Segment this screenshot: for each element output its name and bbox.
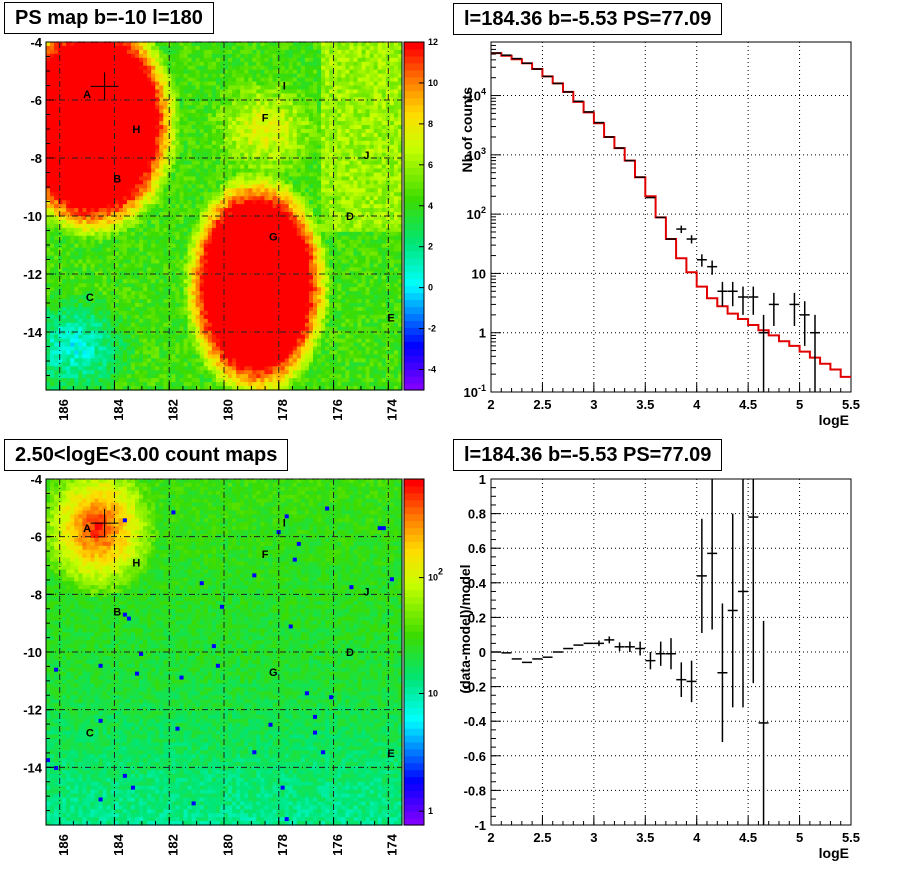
source-marker-e: E bbox=[387, 313, 394, 325]
source-marker-f: F bbox=[262, 112, 269, 124]
y-tick-label: -0.8 bbox=[464, 783, 486, 798]
colorbar-tick-label: 2 bbox=[428, 242, 433, 252]
source-marker-i: I bbox=[283, 517, 286, 529]
y-tick-label: -6 bbox=[30, 530, 42, 545]
x-axis-label: logE bbox=[819, 412, 849, 428]
colorbar-tick-label: 102 bbox=[428, 567, 443, 583]
source-marker-g: G bbox=[269, 667, 278, 679]
x-tick-label: 182 bbox=[166, 399, 181, 421]
colorbar-tick-label: 10 bbox=[428, 78, 438, 88]
source-marker-h: H bbox=[132, 558, 140, 570]
x-tick-label: 3 bbox=[590, 830, 597, 845]
y-axis-label: (data-model)/model bbox=[457, 564, 473, 693]
colorbar-tick-label: 8 bbox=[428, 119, 433, 129]
y-tick-label: 1 bbox=[479, 472, 486, 487]
x-tick-label: 5.5 bbox=[842, 830, 860, 845]
x-tick-label: 176 bbox=[330, 834, 345, 856]
source-marker-j: J bbox=[363, 586, 369, 598]
y-tick-label: -0.4 bbox=[464, 714, 487, 729]
x-tick-label: 4.5 bbox=[739, 397, 757, 412]
source-marker-h: H bbox=[132, 124, 140, 136]
y-tick-label: 0.6 bbox=[468, 541, 486, 556]
x-tick-label: 178 bbox=[275, 834, 290, 856]
x-tick-label: 186 bbox=[56, 399, 71, 421]
source-marker-j: J bbox=[363, 150, 369, 162]
x-tick-label: 182 bbox=[166, 834, 181, 856]
y-tick-label: 1 bbox=[479, 326, 486, 341]
source-marker-f: F bbox=[262, 549, 269, 561]
y-tick-label: 0.8 bbox=[468, 507, 486, 522]
colorbar-tick-label: 4 bbox=[428, 201, 433, 211]
x-tick-label: 174 bbox=[385, 833, 400, 855]
y-tick-label: -4 bbox=[30, 472, 42, 487]
source-marker-a: A bbox=[83, 89, 91, 101]
x-tick-label: 3.5 bbox=[636, 830, 654, 845]
colorbar: 102 10 1 bbox=[404, 479, 443, 826]
y-tick-label: -8 bbox=[30, 587, 42, 602]
x-tick-label: 4 bbox=[693, 830, 701, 845]
x-tick-label: 178 bbox=[275, 399, 290, 421]
source-marker-d: D bbox=[346, 647, 354, 659]
x-tick-label: 2 bbox=[487, 397, 494, 412]
x-tick-label: 186 bbox=[56, 834, 71, 856]
x-tick-label: 174 bbox=[385, 398, 400, 420]
x-tick-label: 2.5 bbox=[533, 397, 551, 412]
x-tick-label: 5 bbox=[796, 830, 803, 845]
y-tick-label: -6 bbox=[30, 93, 42, 108]
source-marker-c: C bbox=[86, 728, 94, 740]
y-tick-label: 102 bbox=[467, 205, 486, 222]
x-tick-label: 180 bbox=[220, 399, 235, 421]
spectrum-frame bbox=[491, 42, 851, 392]
colorbar: 12 10 8 6 4 2 0 -2 -4 bbox=[404, 37, 438, 391]
residuals-panel: 2 2.5 3 3.5 4 4.5 5 5.510.80.60.40.20-0.2-0.4-0… bbox=[457, 472, 860, 861]
x-tick-label: 5.5 bbox=[842, 397, 860, 412]
x-tick-label: 4 bbox=[693, 397, 701, 412]
x-tick-label: 176 bbox=[330, 399, 345, 421]
colorbar-tick-label: -4 bbox=[428, 365, 436, 375]
source-marker-i: I bbox=[283, 81, 286, 93]
y-tick-label: -4 bbox=[30, 35, 42, 50]
x-tick-label: 4.5 bbox=[739, 830, 757, 845]
source-marker-b: B bbox=[113, 607, 121, 619]
x-axis-label: logE bbox=[819, 845, 849, 861]
colorbar-tick-label: 10 bbox=[428, 689, 438, 699]
x-tick-label: 180 bbox=[220, 834, 235, 856]
y-tick-label: -1 bbox=[474, 818, 486, 833]
x-tick-label: 3.5 bbox=[636, 397, 654, 412]
source-marker-a: A bbox=[83, 523, 91, 535]
source-marker-c: C bbox=[86, 292, 94, 304]
y-tick-label: -12 bbox=[23, 703, 42, 718]
figure-canvas: 186 184 182 180 178 176 174-4-6-8-10-12-14AHBI… bbox=[0, 0, 898, 871]
y-axis-label: Nb of counts bbox=[459, 87, 475, 173]
y-tick-label: -10 bbox=[23, 645, 42, 660]
y-tick-label: -12 bbox=[23, 267, 42, 282]
ps-map-panel: 186 184 182 180 178 176 174 -4 -6 -8 -10 -12 -14 A H B I… bbox=[23, 35, 438, 421]
x-tick-label: 3 bbox=[590, 397, 597, 412]
y-tick-label: 0 bbox=[479, 645, 486, 660]
colorbar-tick-label: 1 bbox=[428, 806, 433, 816]
source-marker-d: D bbox=[346, 211, 354, 223]
source-marker-g: G bbox=[269, 231, 278, 243]
x-tick-label: 184 bbox=[111, 833, 126, 855]
colorbar-tick-label: 12 bbox=[428, 37, 438, 47]
count-map-panel: 186 184 182 180 178 176 174 -4 -6 -8 -10 -12 -14 A H B I… bbox=[23, 472, 443, 856]
x-tick-label: 184 bbox=[111, 398, 126, 420]
y-tick-label: -0.6 bbox=[464, 749, 486, 764]
colorbar-tick-label: 6 bbox=[428, 160, 433, 170]
y-tick-label: -8 bbox=[30, 151, 42, 166]
x-tick-label: 2.5 bbox=[533, 830, 551, 845]
colorbar-tick-label: -2 bbox=[428, 324, 436, 334]
source-marker-b: B bbox=[113, 173, 121, 185]
source-marker-e: E bbox=[387, 748, 394, 760]
x-tick-label: 5 bbox=[796, 397, 803, 412]
y-tick-label: -14 bbox=[23, 760, 43, 775]
y-tick-label: 10 bbox=[472, 266, 486, 281]
y-tick-label: -14 bbox=[23, 325, 43, 340]
colorbar-tick-label: 0 bbox=[428, 283, 433, 293]
y-tick-label: 10-1 bbox=[464, 383, 486, 400]
y-tick-label: -10 bbox=[23, 209, 42, 224]
x-tick-label: 2 bbox=[487, 830, 494, 845]
